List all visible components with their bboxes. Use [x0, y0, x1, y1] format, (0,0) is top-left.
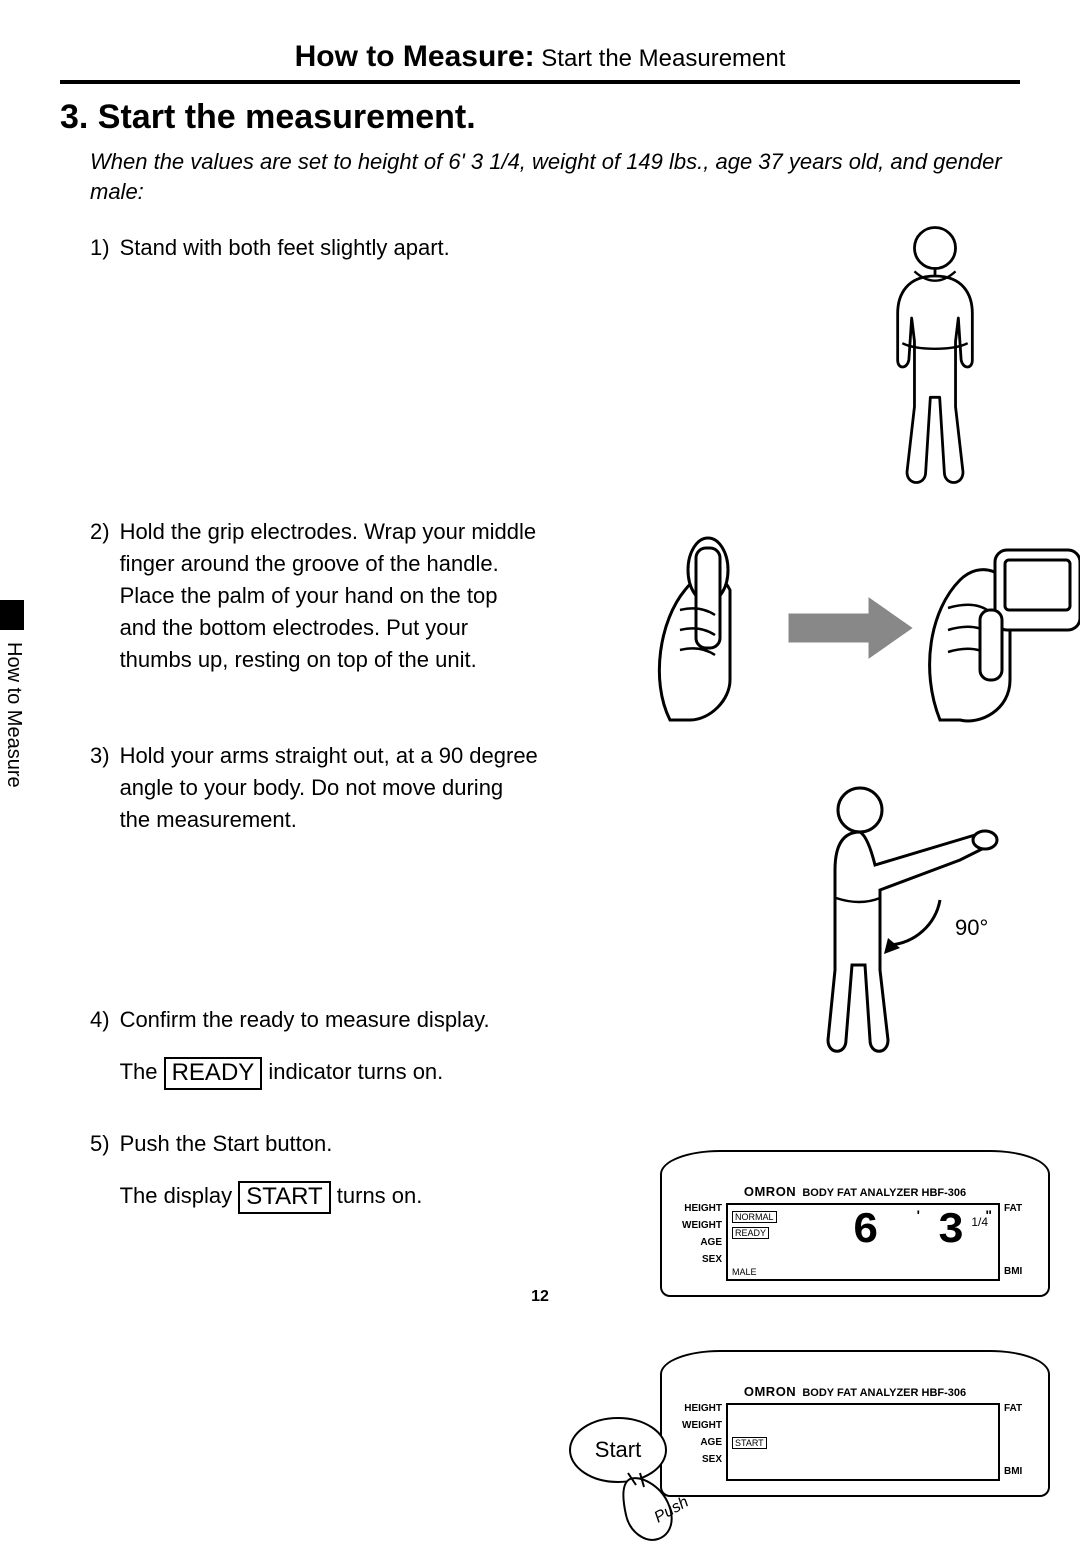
step-4-text: Confirm the ready to measure display.	[120, 1004, 1020, 1036]
step-5-text: Push the Start button.	[120, 1128, 1020, 1160]
step-2-num: 2)	[90, 516, 110, 716]
step-4: 4) Confirm the ready to measure display.…	[90, 1004, 1020, 1104]
dev-label-bmi: BMI	[1004, 1266, 1038, 1277]
dev2-label-height: HEIGHT	[672, 1403, 722, 1414]
dev2-label-fat: FAT	[1004, 1403, 1038, 1414]
dev-label-sex: SEX	[672, 1254, 722, 1265]
sidebar-section-label: How to Measure	[0, 636, 27, 794]
step-4-sub-b: indicator turns on.	[268, 1059, 443, 1084]
figure-start-button-icon: Start Push	[560, 1415, 700, 1545]
device-brand-2: OMRON	[744, 1384, 796, 1399]
sidebar-tab	[0, 600, 24, 630]
step-5-sub-a: The display	[120, 1183, 239, 1208]
step-3-text: Hold your arms straight out, at a 90 deg…	[120, 740, 540, 980]
step-2-text: Hold the grip electrodes. Wrap your midd…	[120, 516, 540, 716]
step-5-sub-b: turns on.	[337, 1183, 423, 1208]
step-5-num: 5)	[90, 1128, 110, 1248]
section-title: 3. Start the measurement.	[60, 98, 1020, 137]
start-indicator-box: START	[238, 1181, 330, 1214]
step-3-num: 3)	[90, 740, 110, 980]
start-button-label: Start	[595, 1437, 641, 1462]
step-5: 5) Push the Start button. The display ST…	[90, 1128, 1020, 1248]
step-1-num: 1)	[90, 232, 110, 492]
step-3: 3) Hold your arms straight out, at a 90 …	[90, 740, 1020, 980]
step-1: 1) Stand with both feet slightly apart.	[90, 232, 1020, 492]
dev2-label-bmi: BMI	[1004, 1466, 1038, 1477]
header-rule	[60, 80, 1020, 84]
page-header: How to Measure: Start the Measurement	[60, 40, 1020, 74]
lcd-start: START	[732, 1437, 767, 1449]
step-4-num: 4)	[90, 1004, 110, 1104]
figure-device-display-start: OMRON BODY FAT ANALYZER HBF-306 HEIGHT W…	[660, 1350, 1050, 1520]
step-2: 2) Hold the grip electrodes. Wrap your m…	[90, 516, 1020, 716]
ready-indicator-box: READY	[164, 1057, 263, 1090]
lcd-male: MALE	[732, 1267, 757, 1277]
header-title-bold: How to Measure:	[295, 40, 535, 73]
header-title-light: Start the Measurement	[535, 45, 786, 72]
lcd-screen-start: START	[726, 1403, 1000, 1481]
step-4-sub-a: The	[120, 1059, 164, 1084]
section-intro: When the values are set to height of 6' …	[90, 147, 1020, 206]
device-model-2: BODY FAT ANALYZER HBF-306	[802, 1387, 966, 1399]
step-1-text: Stand with both feet slightly apart.	[120, 232, 1020, 492]
